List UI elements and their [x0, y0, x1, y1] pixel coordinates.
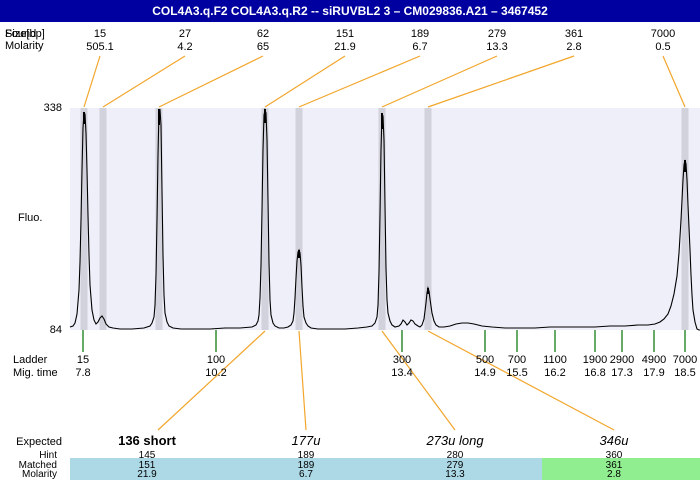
molarity-row-label-top: Molarity — [5, 40, 44, 52]
ladder-size-value-2900: 2900 — [609, 354, 635, 366]
found-size-value-7000: 7000 — [650, 28, 676, 40]
peak-tip-mark — [298, 250, 300, 258]
hint-row-label: Hint — [39, 450, 57, 461]
peak-tip-mark — [427, 288, 429, 294]
found-molarity-value-189: 6.7 — [412, 41, 428, 53]
found-size-value-151: 151 — [335, 28, 355, 40]
hint-value-279: 280 — [446, 450, 464, 461]
y-axis-min-label: 84 — [49, 324, 62, 336]
ladder-size-value-4900: 4900 — [641, 354, 667, 366]
matched-value-151: 151 — [138, 460, 156, 471]
top-connector-7000 — [662, 55, 686, 108]
ladder-migtime-value-1100: 16.2 — [544, 367, 566, 379]
matched-molarity-value-151: 21.9 — [137, 469, 157, 480]
peak-tip-mark — [381, 113, 383, 129]
size-row-label: Size[bp] — [5, 28, 45, 40]
fluorescence-trace — [69, 107, 700, 331]
matched-molarity-value-361: 2.8 — [607, 469, 621, 480]
peak-marker-band-15 — [80, 108, 88, 330]
migtime-row-label: Mig. time — [13, 367, 58, 379]
expected-name-279: 273u long — [426, 433, 484, 448]
found-molarity-value-361: 2.8 — [566, 41, 582, 53]
found-size-value-361: 361 — [564, 28, 584, 40]
y-axis-title: Fluo. — [18, 212, 43, 224]
matched-value-189: 189 — [297, 460, 315, 471]
y-axis-max-label: 338 — [43, 102, 62, 114]
peak-marker-band-279 — [378, 108, 386, 330]
matched-band-blue — [70, 458, 542, 480]
top-connector-189 — [298, 55, 421, 108]
found-molarity-value-151: 21.9 — [334, 41, 356, 53]
matched-row-label: Matched — [18, 460, 57, 471]
peak-marker-band-361 — [424, 108, 432, 330]
ladder-size-value-1900: 1900 — [582, 354, 608, 366]
ladder-migtime-value-2900: 17.3 — [611, 367, 633, 379]
peak-marker-band-151 — [261, 108, 269, 330]
expected-connector-189 — [298, 330, 307, 431]
report-title: COL4A3.q.F2 COL4A3.q.R2 -- siRUVBL2 3 – … — [0, 0, 700, 22]
hint-value-151: 145 — [138, 450, 156, 461]
ladder-size-value-7000: 7000 — [672, 354, 698, 366]
ladder-migtime-value-100: 10.2 — [205, 367, 227, 379]
ladder-row-label: Ladder — [13, 354, 48, 366]
peak-tip-mark — [83, 112, 85, 124]
top-connector-27 — [102, 55, 186, 108]
peak-marker-band-62 — [155, 108, 163, 330]
top-connector-279 — [381, 55, 498, 108]
matched-value-279: 279 — [446, 460, 464, 471]
peak-marker-band-27 — [99, 108, 107, 330]
expected-name-151: 136 short — [118, 433, 176, 448]
ladder-migtime-value-4900: 17.9 — [643, 367, 665, 379]
found-size-value-279: 279 — [487, 28, 507, 40]
hint-value-189: 189 — [297, 450, 315, 461]
expected-name-189: 177u — [291, 433, 321, 448]
found-size-value-62: 62 — [256, 28, 270, 40]
ladder-size-value-300: 300 — [392, 354, 412, 366]
expected-row-label: Expected — [16, 436, 62, 448]
peak-marker-band-189 — [295, 108, 303, 330]
found-size-overlapping-label: Found Size[bp] — [5, 28, 65, 40]
ladder-size-value-700: 700 — [507, 354, 527, 366]
matched-molarity-value-279: 13.3 — [445, 469, 465, 480]
ladder-size-value-15: 15 — [76, 354, 90, 366]
peak-tip-mark — [264, 109, 266, 123]
molarity-row-label-bottom: Molarity — [21, 469, 57, 480]
ladder-size-value-100: 100 — [206, 354, 226, 366]
hint-value-361: 360 — [605, 450, 623, 461]
peak-tip-mark — [684, 160, 686, 172]
top-connector-62 — [158, 55, 264, 108]
found-size-value-189: 189 — [410, 28, 430, 40]
ladder-migtime-value-15: 7.8 — [75, 367, 91, 379]
found-molarity-value-7000: 0.5 — [655, 41, 671, 53]
ladder-migtime-value-700: 15.5 — [506, 367, 528, 379]
top-connector-361 — [427, 55, 575, 108]
expected-connector-151 — [157, 330, 266, 431]
expected-connector-279 — [381, 330, 456, 431]
peak-marker-band-7000 — [681, 108, 689, 330]
matched-value-361: 361 — [605, 460, 623, 471]
found-molarity-value-27: 4.2 — [177, 41, 193, 53]
matched-molarity-value-189: 6.7 — [299, 469, 313, 480]
ladder-migtime-value-7000: 18.5 — [674, 367, 696, 379]
ladder-migtime-value-300: 13.4 — [391, 367, 413, 379]
ladder-migtime-value-500: 14.9 — [474, 367, 496, 379]
peak-tip-mark — [158, 109, 160, 125]
found-size-value-27: 27 — [178, 28, 192, 40]
found-molarity-value-279: 13.3 — [486, 41, 508, 53]
top-connector-15 — [83, 55, 101, 108]
matched-band-green — [542, 458, 700, 480]
expected-connector-361 — [427, 330, 615, 431]
ladder-size-value-500: 500 — [475, 354, 495, 366]
found-molarity-value-15: 505.1 — [86, 41, 114, 53]
found-molarity-value-62: 65 — [256, 41, 270, 53]
top-connector-151 — [264, 55, 346, 108]
expected-name-361: 346u — [599, 433, 629, 448]
ladder-migtime-value-1900: 16.8 — [584, 367, 606, 379]
ladder-size-value-1100: 1100 — [543, 354, 567, 366]
found-size-value-15: 15 — [93, 28, 107, 40]
found-row-label: Found — [5, 28, 37, 40]
